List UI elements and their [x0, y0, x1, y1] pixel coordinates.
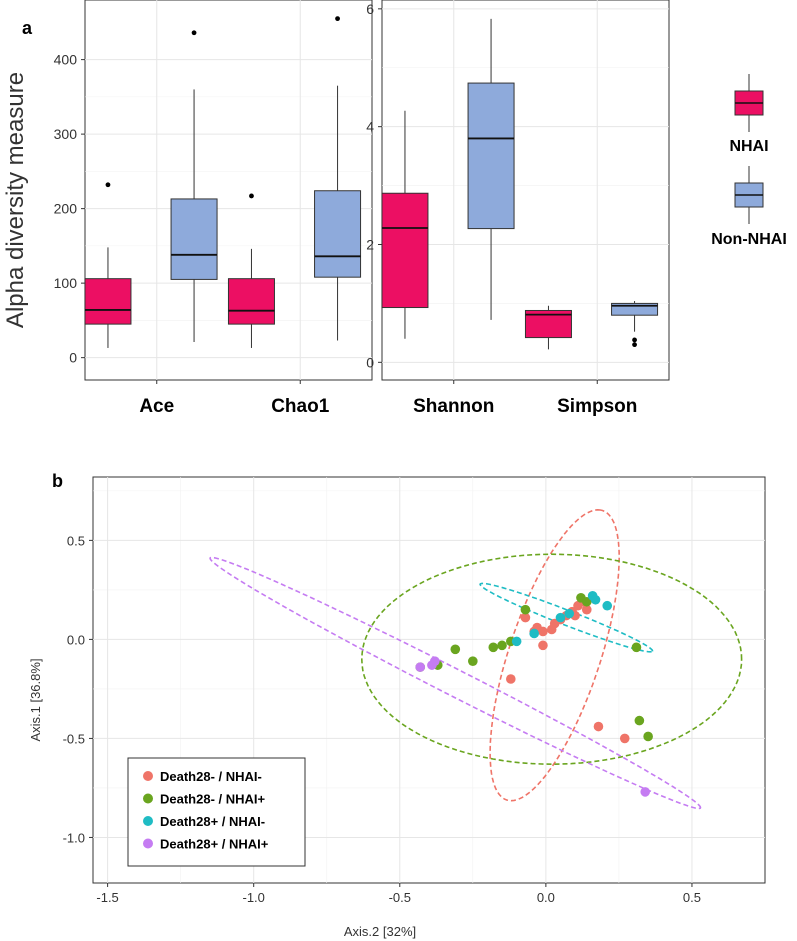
point-death28neg_nhaineg — [506, 674, 516, 684]
point-death28neg_nhaipos — [634, 715, 645, 726]
legend-nhai: NHAI Non-NHAI — [711, 74, 787, 248]
ellipses — [209, 508, 743, 810]
x-category-label: Ace — [139, 396, 174, 417]
y-tick-label: 6 — [366, 1, 374, 17]
y-tick-label: 0.0 — [67, 632, 85, 647]
box-non-nhai-simpson — [611, 302, 659, 316]
y-tick-label: -0.5 — [63, 731, 85, 746]
legend-label-death28neg_nhaineg: Death28- / NHAI- — [160, 769, 262, 784]
y-ticks: 0 100 200 300 400 — [54, 52, 85, 366]
x-category-label: Simpson — [557, 396, 637, 417]
box-nhai-chao1 — [227, 278, 275, 325]
point-death28pos_nhaipos — [427, 660, 437, 670]
x-labels: Shannon Simpson — [413, 380, 637, 417]
y-tick-label: 0.5 — [67, 533, 85, 548]
outlier-point — [632, 337, 637, 343]
legend-key-death28neg_nhaipos — [143, 793, 153, 804]
point-death28neg_nhaineg — [581, 604, 592, 615]
outlier-point — [105, 182, 111, 188]
points — [415, 591, 653, 797]
outlier-point — [632, 342, 637, 348]
box-non-nhai-ace — [170, 198, 218, 280]
grid — [85, 0, 372, 380]
legend-key-death28neg_nhaineg — [143, 771, 153, 781]
box-nhai-shannon — [381, 192, 429, 309]
point-death28pos_nhaineg — [529, 628, 539, 639]
point-death28pos_nhaineg — [602, 600, 613, 611]
point-death28pos_nhaineg — [511, 636, 522, 647]
outlier-point — [191, 30, 197, 36]
x-tick-label: -0.5 — [389, 890, 411, 905]
point-death28neg_nhaineg — [538, 640, 548, 651]
point-death28neg_nhaineg — [520, 612, 531, 623]
y-tick-label: 100 — [54, 275, 78, 291]
boxes — [84, 16, 362, 348]
x-tick-label: 0.5 — [683, 890, 701, 905]
panel-a-ylabel: Alpha diversity measure — [2, 72, 29, 328]
point-death28pos_nhaineg — [590, 594, 601, 605]
box-nhai-ace — [84, 278, 132, 325]
legend-frame — [127, 757, 306, 867]
ellipse-death28neg_nhaipos — [360, 553, 743, 766]
boxes — [381, 18, 659, 350]
panel-b-xlabel: Axis.2 [32%] — [344, 924, 416, 939]
x-tick-label: -1.0 — [242, 890, 264, 905]
point-death28neg_nhaipos — [488, 642, 499, 653]
x-labels: Ace Chao1 — [139, 380, 330, 417]
point-death28neg_nhaipos — [631, 642, 642, 653]
point-death28pos_nhaipos — [415, 662, 426, 672]
point-death28neg_nhaineg — [538, 626, 548, 637]
outlier-point — [335, 16, 340, 22]
point-death28pos_nhaineg — [555, 612, 566, 623]
panel-b-letter: b — [52, 471, 63, 491]
legend-label-nhai: NHAI — [729, 138, 768, 155]
y-tick-label: 4 — [366, 119, 374, 135]
outlier-point — [249, 193, 254, 199]
point-death28neg_nhaipos — [497, 640, 507, 651]
point-death28neg_nhaipos — [643, 731, 653, 742]
x-category-label: Chao1 — [271, 396, 330, 417]
boxplot-alpha-shannon-simpson: 0 2 4 6 Shannon Simpson — [366, 0, 670, 417]
y-ticks: 0 2 4 6 — [366, 1, 382, 370]
point-death28neg_nhaipos — [450, 644, 461, 655]
y-tick-label: 2 — [366, 236, 374, 252]
x-tick-label: -1.5 — [96, 890, 118, 905]
pcoa-scatter: -1.5 -1.0 -0.5 0.0 0.5 0.5 0.0 -0.5 -1.0 Axis.2 … — [28, 476, 766, 939]
ellipse-death28pos_nhaineg — [479, 582, 654, 653]
box-non-nhai-shannon — [467, 82, 515, 230]
y-tick-label: 0 — [366, 354, 374, 370]
x-tick-label: 0.0 — [537, 890, 555, 905]
legend-key-death28pos_nhaineg — [143, 816, 153, 826]
point-death28neg_nhaineg — [593, 721, 604, 732]
y-tick-label: -1.0 — [63, 830, 85, 845]
point-death28neg_nhaipos — [520, 604, 531, 615]
legend-groups: Death28- / NHAI- Death28- / NHAI+ Death28+… — [127, 757, 306, 867]
point-death28pos_nhaipos — [640, 787, 651, 797]
legend-label-non-nhai: Non-NHAI — [711, 231, 787, 248]
ellipse-death28pos_nhaipos — [209, 556, 702, 810]
box-non-nhai-chao1 — [314, 190, 362, 278]
x-category-label: Shannon — [413, 396, 494, 417]
ticks: -1.5 -1.0 -0.5 0.0 0.5 0.5 0.0 -0.5 -1.0 — [63, 533, 701, 905]
point-death28pos_nhaineg — [564, 608, 575, 619]
boxplot-alpha-ace-chao1: 0 100 200 300 400 Ace Chao1 — [54, 0, 373, 417]
legend-label-death28neg_nhaipos: Death28- / NHAI+ — [160, 792, 266, 807]
legend-key-death28pos_nhaipos — [143, 838, 153, 849]
grid — [382, 0, 669, 380]
legend-label-death28pos_nhaipos: Death28+ / NHAI+ — [160, 837, 269, 852]
point-death28neg_nhaipos — [468, 656, 478, 666]
y-tick-label: 200 — [54, 201, 78, 217]
y-tick-label: 400 — [54, 52, 78, 68]
legend-label-death28pos_nhaineg: Death28+ / NHAI- — [160, 814, 265, 829]
panel-a-letter: a — [22, 18, 33, 38]
y-tick-label: 0 — [69, 350, 77, 366]
panel-b-ylabel: Axis.1 [36.8%] — [28, 658, 43, 741]
point-death28neg_nhaineg — [619, 733, 630, 744]
point-death28neg_nhaipos — [581, 596, 592, 607]
y-tick-label: 300 — [54, 126, 78, 142]
